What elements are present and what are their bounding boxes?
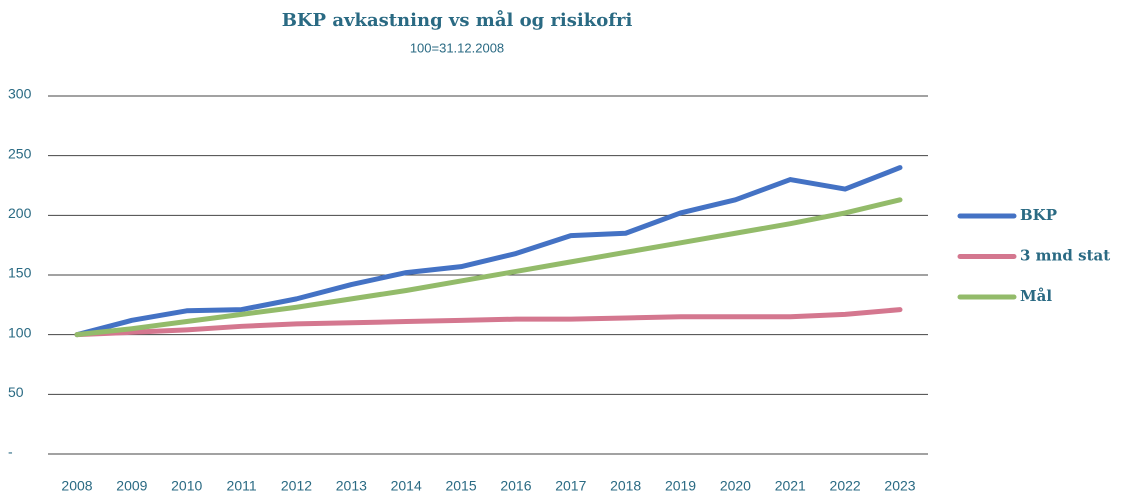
x-tick-label: 2010 <box>171 478 202 494</box>
x-tick-label: 2022 <box>830 478 861 494</box>
legend-label: BKP <box>1020 206 1057 224</box>
x-tick-label: 2008 <box>61 478 92 494</box>
y-tick-label: 50 <box>8 384 24 400</box>
x-tick-label: 2011 <box>227 478 257 494</box>
y-tick-label: 100 <box>8 324 32 340</box>
series-line <box>74 197 903 338</box>
x-tick-label: 2015 <box>445 478 476 494</box>
x-tick-label: 2017 <box>555 478 586 494</box>
y-tick-label: 150 <box>8 265 32 281</box>
x-tick-label: 2020 <box>720 478 751 494</box>
x-tick-label: 2018 <box>610 478 641 494</box>
x-tick-label: 2019 <box>665 478 696 494</box>
x-tick-label: 2021 <box>775 478 806 494</box>
y-tick-label: - <box>8 444 13 460</box>
x-tick-label: 2023 <box>884 478 915 494</box>
y-tick-label: 300 <box>8 86 32 102</box>
x-tick-label: 2014 <box>391 478 422 494</box>
y-tick-label: 200 <box>8 205 32 221</box>
x-tick-label: 2016 <box>500 478 531 494</box>
x-tick-label: 2009 <box>116 478 147 494</box>
chart-subtitle: 100=31.12.2008 <box>410 40 504 55</box>
chart-title: BKP avkastning vs mål og risikofri <box>282 8 633 31</box>
series-line <box>74 307 903 338</box>
y-tick-label: 250 <box>8 145 32 161</box>
series-line <box>74 165 903 338</box>
legend-label: 3 mnd stat <box>1020 247 1110 265</box>
x-tick-label: 2013 <box>336 478 367 494</box>
x-tick-label: 2012 <box>281 478 312 494</box>
legend-label: Mål <box>1020 287 1052 305</box>
